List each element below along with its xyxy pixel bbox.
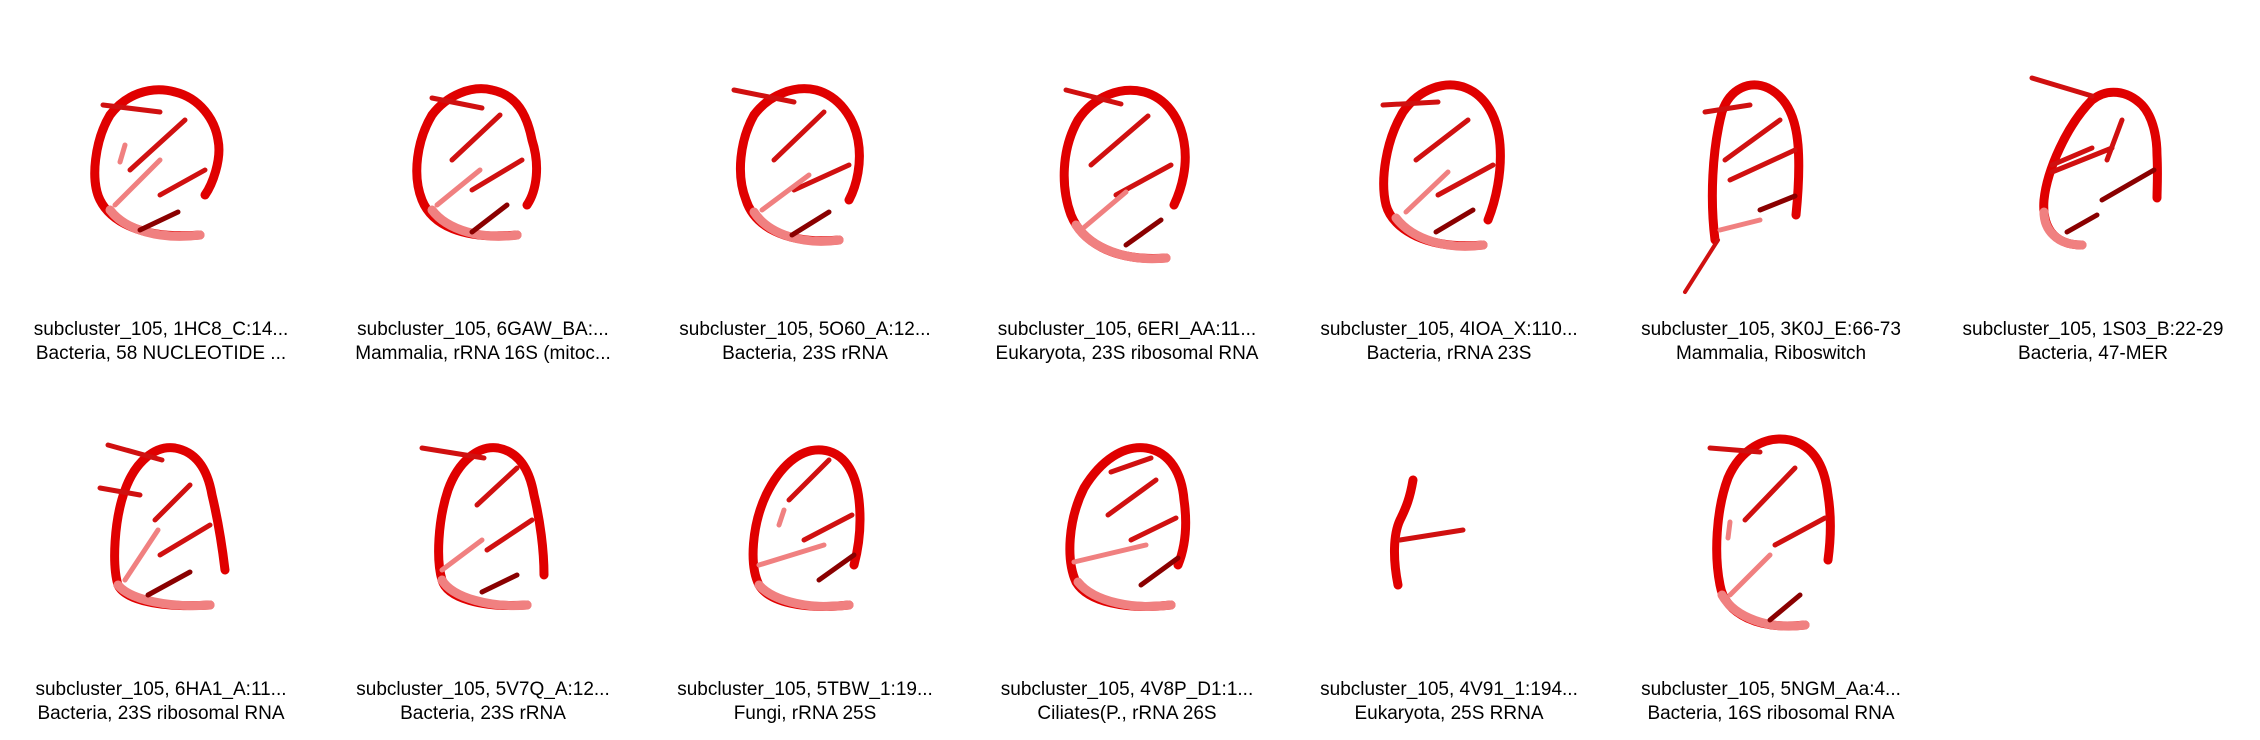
structure-panel-1hc8: subcluster_105, 1HC8_C:14... Bacteria, 5… <box>0 0 322 364</box>
caption-line-1: subcluster_105, 3K0J_E:66-73 <box>1641 319 1901 340</box>
structure-caption: subcluster_105, 4V91_1:194... Eukaryota,… <box>1288 678 1610 726</box>
caption-line-1: subcluster_105, 6GAW_BA:... <box>357 319 609 340</box>
caption-line-2: Bacteria, 23S rRNA <box>400 703 566 724</box>
structure-panel-6ha1: subcluster_105, 6HA1_A:11... Bacteria, 2… <box>0 360 322 724</box>
structure-caption: subcluster_105, 6ERI_AA:11... Eukaryota,… <box>966 318 1288 366</box>
caption-line-2: Bacteria, 16S ribosomal RNA <box>1647 703 1895 724</box>
rna-structure-render <box>0 360 322 660</box>
caption-line-2: Bacteria, 23S ribosomal RNA <box>37 703 285 724</box>
structure-panel-5o60: subcluster_105, 5O60_A:12... Bacteria, 2… <box>644 0 966 364</box>
structure-panel-5tbw: subcluster_105, 5TBW_1:19... Fungi, rRNA… <box>644 360 966 724</box>
caption-line-1: subcluster_105, 6HA1_A:11... <box>35 679 287 700</box>
caption-line-2: Bacteria, rRNA 23S <box>1366 343 1532 364</box>
rna-structure-render <box>966 360 1288 660</box>
structure-caption: subcluster_105, 5V7Q_A:12... Bacteria, 2… <box>322 678 644 726</box>
structure-panel-3k0j: subcluster_105, 3K0J_E:66-73 Mammalia, R… <box>1610 0 1932 364</box>
caption-line-2: Bacteria, 23S rRNA <box>722 343 888 364</box>
structure-caption: subcluster_105, 5TBW_1:19... Fungi, rRNA… <box>644 678 966 726</box>
structure-panel-5ngm: subcluster_105, 5NGM_Aa:4... Bacteria, 1… <box>1610 360 1932 724</box>
structure-caption: subcluster_105, 5O60_A:12... Bacteria, 2… <box>644 318 966 366</box>
structure-caption: subcluster_105, 3K0J_E:66-73 Mammalia, R… <box>1610 318 1932 366</box>
caption-line-1: subcluster_105, 5TBW_1:19... <box>677 679 933 700</box>
rna-structure-render <box>966 0 1288 300</box>
caption-line-1: subcluster_105, 5V7Q_A:12... <box>356 679 610 700</box>
caption-line-1: subcluster_105, 5O60_A:12... <box>679 319 931 340</box>
structure-caption: subcluster_105, 5NGM_Aa:4... Bacteria, 1… <box>1610 678 1932 726</box>
structure-panel-4ioa: subcluster_105, 4IOA_X:110... Bacteria, … <box>1288 0 1610 364</box>
rna-structure-render <box>322 360 644 660</box>
rna-structure-render <box>644 0 966 300</box>
caption-line-1: subcluster_105, 4V8P_D1:1... <box>1000 679 1254 700</box>
structure-caption: subcluster_105, 4V8P_D1:1... Ciliates(P.… <box>966 678 1288 726</box>
structure-caption: subcluster_105, 6HA1_A:11... Bacteria, 2… <box>0 678 322 726</box>
caption-line-2: Fungi, rRNA 25S <box>733 703 877 724</box>
structure-panel-4v8p: subcluster_105, 4V8P_D1:1... Ciliates(P.… <box>966 360 1288 724</box>
caption-line-2: Eukaryota, 25S RRNA <box>1354 703 1544 724</box>
caption-line-2: Bacteria, 47-MER <box>2018 343 2168 364</box>
structure-panel-6eri: subcluster_105, 6ERI_AA:11... Eukaryota,… <box>966 0 1288 364</box>
rna-structure-render <box>1288 0 1610 300</box>
rna-structure-render <box>1610 360 1932 660</box>
caption-line-2: Eukaryota, 23S ribosomal RNA <box>995 343 1259 364</box>
caption-line-2: Mammalia, rRNA 16S (mitoc... <box>355 343 611 364</box>
rna-structure-render <box>1610 0 1932 300</box>
caption-line-2: Ciliates(P., rRNA 26S <box>1037 703 1217 724</box>
structure-caption: subcluster_105, 4IOA_X:110... Bacteria, … <box>1288 318 1610 366</box>
caption-line-1: subcluster_105, 1S03_B:22-29 <box>1962 319 2224 340</box>
caption-line-1: subcluster_105, 6ERI_AA:11... <box>997 319 1257 340</box>
caption-line-2: Mammalia, Riboswitch <box>1675 343 1867 364</box>
rna-structure-render <box>644 360 966 660</box>
structure-panel-6gaw: subcluster_105, 6GAW_BA:... Mammalia, rR… <box>322 0 644 364</box>
structure-panel-5v7q: subcluster_105, 5V7Q_A:12... Bacteria, 2… <box>322 360 644 724</box>
structure-panel-1s03: subcluster_105, 1S03_B:22-29 Bacteria, 4… <box>1932 0 2254 364</box>
caption-line-2: Bacteria, 58 NUCLEOTIDE ... <box>35 343 287 364</box>
structure-caption: subcluster_105, 1S03_B:22-29 Bacteria, 4… <box>1932 318 2254 366</box>
caption-line-1: subcluster_105, 4IOA_X:110... <box>1320 319 1578 340</box>
caption-line-1: subcluster_105, 5NGM_Aa:4... <box>1641 679 1901 700</box>
rna-structure-render <box>322 0 644 300</box>
caption-line-1: subcluster_105, 1HC8_C:14... <box>33 319 289 340</box>
rna-structure-render <box>1932 0 2254 300</box>
caption-line-1: subcluster_105, 4V91_1:194... <box>1320 679 1578 700</box>
rna-structure-render <box>1288 360 1610 660</box>
structure-caption: subcluster_105, 1HC8_C:14... Bacteria, 5… <box>0 318 322 366</box>
rna-structure-render <box>0 0 322 300</box>
structure-caption: subcluster_105, 6GAW_BA:... Mammalia, rR… <box>322 318 644 366</box>
structure-panel-4v91: subcluster_105, 4V91_1:194... Eukaryota,… <box>1288 360 1610 724</box>
